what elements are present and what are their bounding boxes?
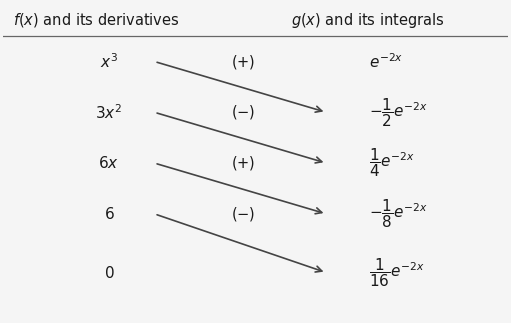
Text: $\dfrac{1}{16}e^{-2x}$: $\dfrac{1}{16}e^{-2x}$ [369,256,425,289]
Text: $\mathit{f(x)}$ and its derivatives: $\mathit{f(x)}$ and its derivatives [13,11,179,29]
Text: $(+)$: $(+)$ [230,53,255,70]
Text: $3x^2$: $3x^2$ [96,103,123,122]
Text: $e^{-2x}$: $e^{-2x}$ [369,52,404,71]
Text: $\mathit{g(x)}$ and its integrals: $\mathit{g(x)}$ and its integrals [291,11,445,30]
Text: $\dfrac{1}{4}e^{-2x}$: $\dfrac{1}{4}e^{-2x}$ [369,147,415,180]
Text: $0$: $0$ [104,265,114,281]
Text: $x^3$: $x^3$ [100,52,118,71]
Text: $(+)$: $(+)$ [230,154,255,172]
Text: $(-)$: $(-)$ [230,205,255,223]
Text: $(-)$: $(-)$ [230,103,255,121]
Text: $6x$: $6x$ [99,155,120,171]
Text: $-\dfrac{1}{2}e^{-2x}$: $-\dfrac{1}{2}e^{-2x}$ [369,96,428,129]
Text: $-\dfrac{1}{8}e^{-2x}$: $-\dfrac{1}{8}e^{-2x}$ [369,197,428,230]
Text: $6$: $6$ [104,206,114,222]
